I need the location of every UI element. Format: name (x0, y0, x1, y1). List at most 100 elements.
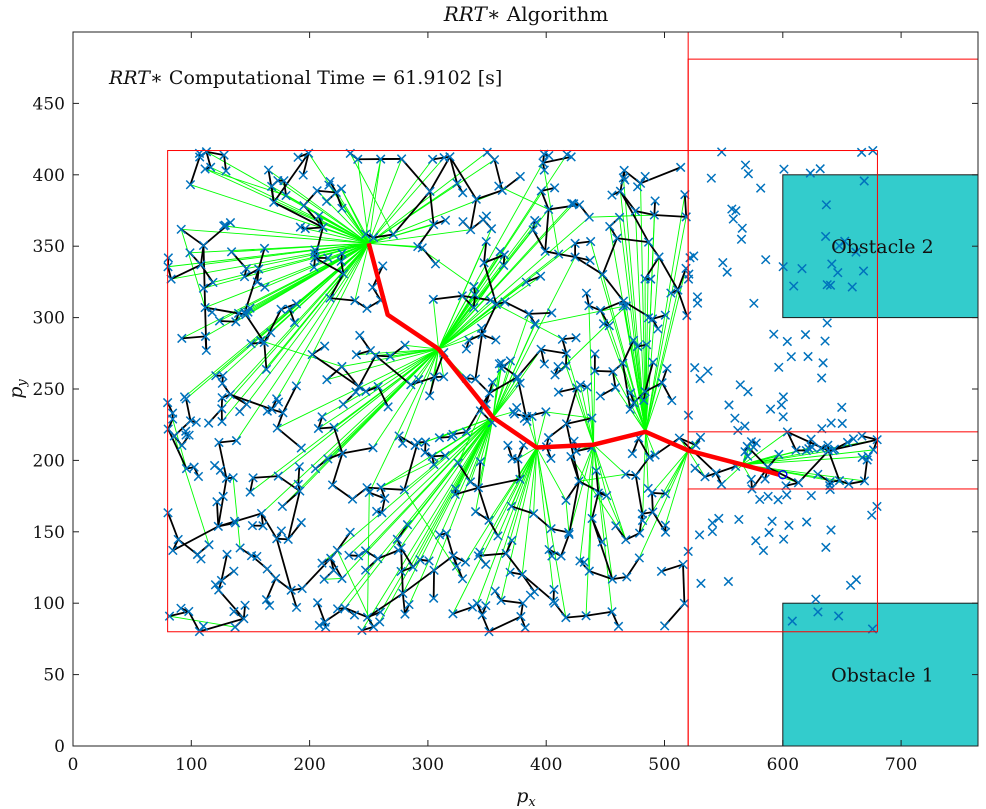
sample-point (851, 247, 861, 257)
sample-point (857, 431, 867, 441)
tree-edge (380, 487, 386, 499)
sample-point (453, 458, 463, 468)
tree-edge (540, 190, 550, 210)
tree-edge (329, 273, 345, 299)
sample-point (612, 233, 622, 244)
sample-point (203, 418, 214, 428)
sample-point (337, 203, 347, 214)
sample-point (321, 196, 332, 207)
rewire-edge (210, 166, 369, 244)
sample-point (472, 598, 482, 609)
sample-point (291, 299, 302, 309)
tree-edge (403, 442, 419, 491)
sample-point (765, 404, 776, 414)
sample-point (722, 267, 732, 277)
sample-point (313, 423, 324, 434)
sample-point (531, 217, 542, 228)
sample-point (218, 370, 228, 381)
sample-point (324, 180, 334, 190)
sample-point (643, 237, 654, 247)
sample-point (209, 460, 220, 471)
sample-point (473, 483, 484, 493)
tree-edge (327, 452, 343, 460)
rewire-edge (372, 348, 439, 448)
sample-point (648, 357, 658, 367)
sample-point (818, 358, 828, 368)
tree-edge (488, 519, 499, 537)
sample-point (427, 451, 437, 462)
tree-edge (167, 266, 172, 280)
tree-edge (260, 513, 264, 526)
sample-point (482, 147, 492, 157)
sample-point (284, 304, 295, 314)
sample-point (806, 434, 816, 444)
tree-edge (402, 569, 435, 595)
sample-point (825, 477, 835, 487)
sample-point (293, 479, 304, 490)
tree-edge (488, 376, 518, 394)
sample-point (400, 340, 410, 351)
rewire-edge (438, 216, 590, 350)
tree-edge (682, 564, 686, 604)
tree-edge (333, 427, 344, 454)
sample-point (501, 548, 511, 559)
tree-edge (488, 381, 494, 394)
y-axis-label: py (5, 379, 30, 399)
rewire-edge (622, 306, 647, 432)
sample-point (479, 258, 489, 268)
obstacle-1 (782, 602, 979, 747)
tree-edge (331, 453, 344, 486)
sample-point (428, 593, 439, 603)
sample-point (649, 210, 660, 220)
rewire-edge (742, 464, 865, 482)
sample-point (312, 598, 323, 608)
sample-point (530, 319, 540, 330)
sample-point (270, 573, 281, 584)
tree-edge (452, 555, 458, 567)
rewire-edge (517, 447, 537, 460)
rewire-edge (321, 417, 494, 564)
tree-edge (591, 518, 603, 543)
rewire-edge (536, 447, 556, 604)
sample-point (806, 490, 817, 501)
tree-edge (167, 512, 180, 540)
sample-point (281, 190, 291, 201)
sample-point (438, 371, 449, 382)
sample-point (748, 442, 759, 452)
sample-point (619, 165, 629, 176)
tree-edge (466, 377, 476, 380)
sample-point (561, 612, 571, 623)
tree-edge (314, 257, 344, 275)
sample-point (833, 267, 843, 278)
sample-point (641, 339, 652, 350)
x-tick-label: 100 (175, 755, 207, 775)
sample-point (637, 515, 648, 526)
tree-edge (366, 486, 405, 491)
sample-point (318, 222, 328, 233)
rewire-edge (354, 243, 370, 301)
sample-point (262, 564, 272, 574)
tree-edge (525, 275, 541, 283)
sample-point (581, 610, 591, 621)
tree-edge (318, 426, 335, 430)
sample-point (840, 236, 850, 247)
sample-point (489, 154, 500, 165)
rewire-edge (432, 299, 439, 350)
rewire-edge (492, 363, 502, 418)
tree-edge (588, 304, 601, 312)
sample-point (264, 600, 275, 611)
sample-point (827, 259, 837, 269)
sample-point (544, 544, 554, 555)
sample-point (259, 243, 270, 254)
sample-point (181, 426, 191, 436)
tree-edge (654, 214, 687, 218)
sample-point (591, 466, 601, 476)
tree-edge (167, 428, 188, 469)
sample-point (428, 219, 439, 230)
sample-point (546, 453, 556, 464)
sample-point (441, 528, 452, 539)
sample-point (177, 333, 187, 344)
region-box-1 (167, 150, 878, 633)
tree-edge (599, 309, 611, 327)
